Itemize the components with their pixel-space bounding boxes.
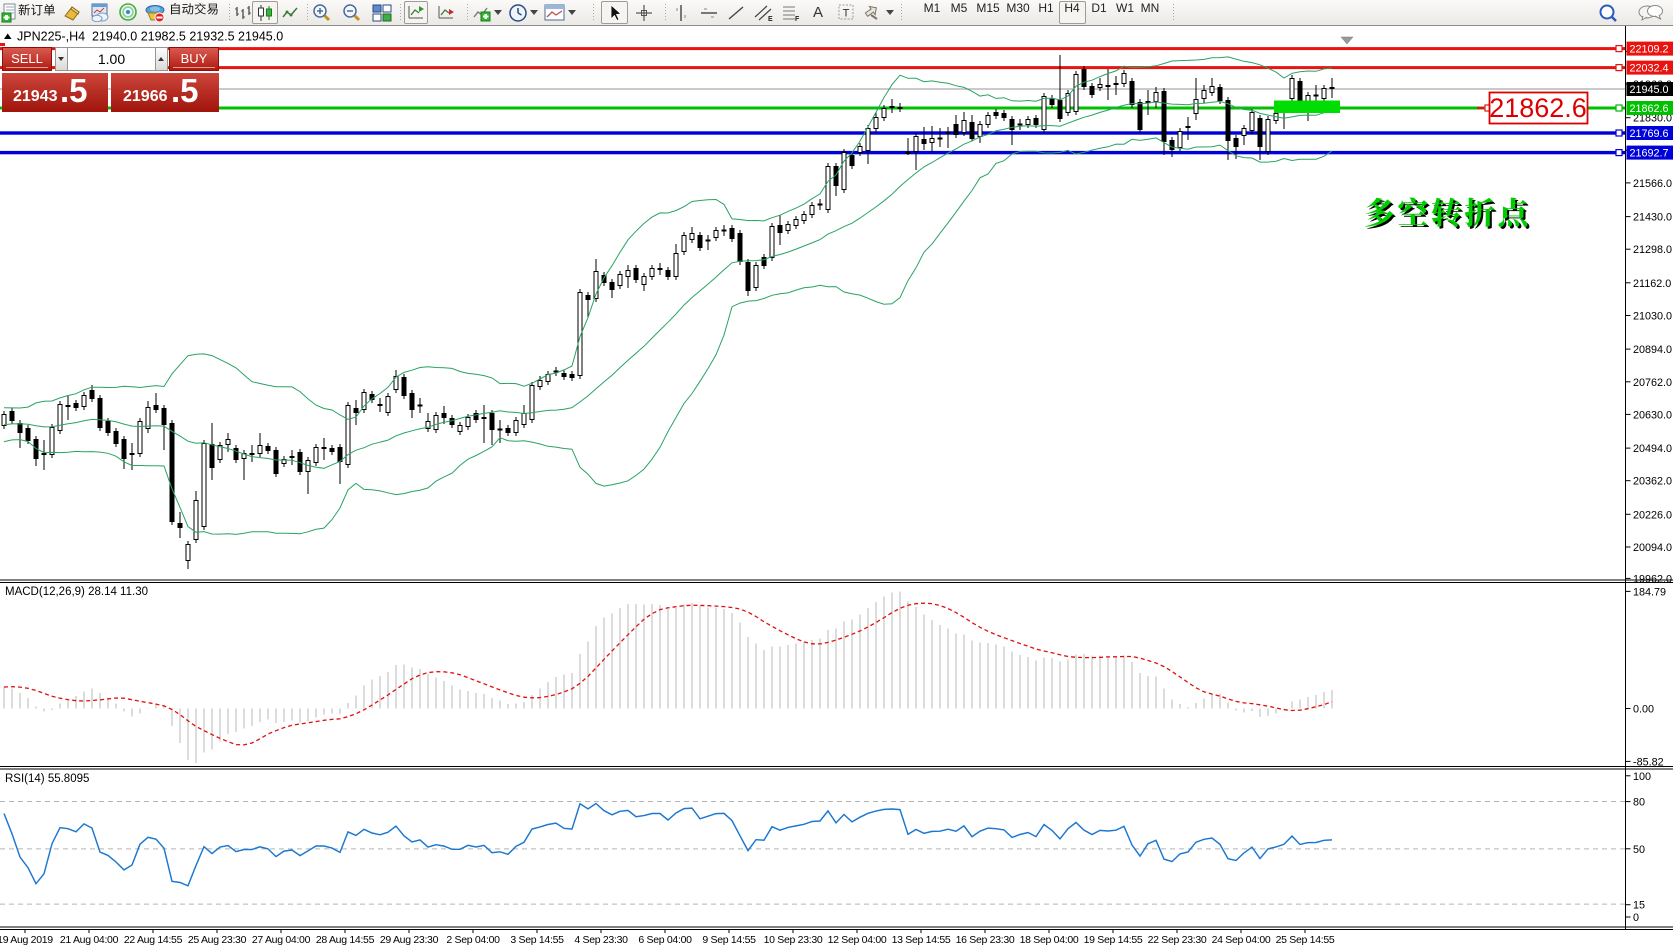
- svg-text:21862.6: 21862.6: [1489, 93, 1587, 123]
- svg-text:25 Sep 14:55: 25 Sep 14:55: [1276, 934, 1335, 946]
- svg-text:24 Sep 04:00: 24 Sep 04:00: [1212, 934, 1271, 946]
- svg-text:-85.82: -85.82: [1633, 756, 1664, 768]
- svg-text:80: 80: [1633, 797, 1645, 809]
- svg-text:3 Sep 14:55: 3 Sep 14:55: [510, 934, 564, 946]
- svg-text:20494.0: 20494.0: [1633, 443, 1672, 455]
- svg-text:20894.0: 20894.0: [1633, 344, 1672, 356]
- svg-text:12 Sep 04:00: 12 Sep 04:00: [828, 934, 887, 946]
- svg-text:13 Sep 14:55: 13 Sep 14:55: [892, 934, 951, 946]
- svg-text:A: A: [813, 4, 823, 21]
- svg-text:21566.0: 21566.0: [1633, 178, 1672, 190]
- svg-text:20362.0: 20362.0: [1633, 476, 1672, 488]
- svg-text:21830.0: 21830.0: [1633, 113, 1672, 125]
- svg-text:20762.0: 20762.0: [1633, 377, 1672, 389]
- svg-text:T: T: [843, 8, 850, 20]
- svg-text:F: F: [795, 16, 800, 22]
- svg-text:2 Sep 04:00: 2 Sep 04:00: [446, 934, 500, 946]
- svg-text:15: 15: [1633, 900, 1645, 912]
- svg-text:19 Aug 2019: 19 Aug 2019: [0, 934, 53, 946]
- svg-text:0.00: 0.00: [1633, 704, 1654, 716]
- svg-text:25 Aug 23:30: 25 Aug 23:30: [188, 934, 247, 946]
- svg-text:21769.6: 21769.6: [1630, 128, 1669, 140]
- svg-text:21 Aug 04:00: 21 Aug 04:00: [60, 934, 119, 946]
- svg-text:RSI(14) 55.8095: RSI(14) 55.8095: [5, 773, 89, 785]
- svg-text:0: 0: [1633, 912, 1639, 924]
- svg-text:19962.0: 19962.0: [1633, 573, 1672, 585]
- svg-text:100: 100: [1633, 771, 1651, 783]
- svg-text:21030.0: 21030.0: [1633, 311, 1672, 323]
- svg-text:22109.2: 22109.2: [1630, 44, 1669, 56]
- svg-text:22 Sep 23:30: 22 Sep 23:30: [1148, 934, 1207, 946]
- svg-text:50: 50: [1633, 844, 1645, 856]
- svg-text:20226.0: 20226.0: [1633, 509, 1672, 521]
- svg-text:4 Sep 23:30: 4 Sep 23:30: [574, 934, 628, 946]
- svg-text:21945.0: 21945.0: [1630, 84, 1669, 96]
- svg-text:29 Aug 23:30: 29 Aug 23:30: [380, 934, 439, 946]
- svg-text:21298.0: 21298.0: [1633, 244, 1672, 256]
- svg-text:20094.0: 20094.0: [1633, 542, 1672, 554]
- svg-text:21862.6: 21862.6: [1630, 103, 1669, 115]
- svg-text:9 Sep 14:55: 9 Sep 14:55: [702, 934, 756, 946]
- svg-text:JPN225-,H4 21940.0 21982.5 21: JPN225-,H4 21940.0 21982.5 21932.5 21945…: [17, 30, 283, 44]
- svg-text:10 Sep 23:30: 10 Sep 23:30: [764, 934, 823, 946]
- svg-text:22032.4: 22032.4: [1630, 63, 1669, 75]
- svg-text:20630.0: 20630.0: [1633, 409, 1672, 421]
- svg-text:184.79: 184.79: [1633, 586, 1666, 598]
- svg-text:21162.0: 21162.0: [1633, 278, 1671, 290]
- svg-text:21430.0: 21430.0: [1633, 212, 1672, 224]
- svg-text:16 Sep 23:30: 16 Sep 23:30: [956, 934, 1015, 946]
- svg-text:18 Sep 04:00: 18 Sep 04:00: [1020, 934, 1079, 946]
- svg-text:MACD(12,26,9) 28.14 11.30: MACD(12,26,9) 28.14 11.30: [5, 586, 148, 598]
- svg-text:E: E: [768, 16, 773, 22]
- svg-text:6 Sep 04:00: 6 Sep 04:00: [638, 934, 692, 946]
- svg-text:21692.7: 21692.7: [1630, 148, 1669, 160]
- svg-text:27 Aug 04:00: 27 Aug 04:00: [252, 934, 311, 946]
- svg-text:22 Aug 14:55: 22 Aug 14:55: [124, 934, 183, 946]
- svg-text:28 Aug 14:55: 28 Aug 14:55: [316, 934, 375, 946]
- svg-text:19 Sep 14:55: 19 Sep 14:55: [1084, 934, 1143, 946]
